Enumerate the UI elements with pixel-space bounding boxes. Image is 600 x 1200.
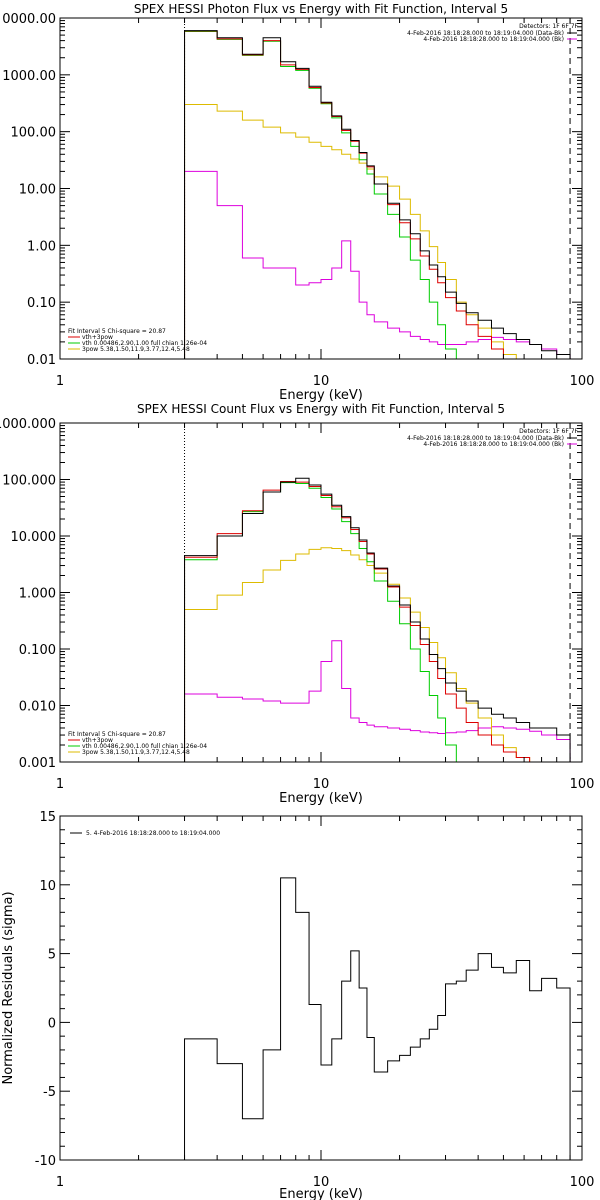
y-tick-label: 0000.00 bbox=[2, 12, 56, 27]
legend-fit-header: Fit Interval 5 Chi-square = 20.87 bbox=[68, 731, 166, 738]
legend-fit-header: Fit Interval 5 Chi-square = 20.87 bbox=[68, 328, 166, 335]
x-tick-label: 10 bbox=[313, 374, 330, 389]
x-axis-label: Energy (keV) bbox=[279, 388, 363, 403]
y-tick-label: 15 bbox=[39, 810, 56, 825]
y-tick-label: 0.01 bbox=[27, 353, 56, 368]
y-tick-label: 1.00 bbox=[27, 239, 56, 254]
x-axis-label: Energy (keV) bbox=[279, 791, 363, 806]
plot-frame bbox=[59, 815, 583, 1161]
y-tick-label: -10 bbox=[35, 1154, 56, 1169]
chart-panel-1: SPEX HESSI Photon Flux vs Energy with Fi… bbox=[2, 2, 594, 403]
x-tick-label: 1 bbox=[56, 374, 64, 389]
legend-interval-label: 4-Feb-2016 18:18:28.000 to 18:19:04.000 … bbox=[423, 36, 564, 43]
legend-component-label: vth+3pow bbox=[82, 334, 113, 341]
legend-component-label: vth 0.00486,2.90,1.00 full chian 1.26e-0… bbox=[82, 340, 207, 347]
series-3pow bbox=[184, 104, 517, 359]
chart-panel-2: SPEX HESSI Count Flux vs Energy with Fit… bbox=[0, 402, 594, 806]
y-tick-label: 1000.000 bbox=[0, 417, 56, 432]
legend-detectors: Detectors: 1F 6F 7F bbox=[519, 23, 578, 30]
plot-frame bbox=[59, 17, 583, 360]
y-tick-label: 0.010 bbox=[19, 700, 56, 715]
y-tick-label: 0 bbox=[48, 1016, 56, 1031]
y-tick-label: 0.001 bbox=[19, 756, 56, 771]
series-bk bbox=[184, 640, 571, 762]
x-tick-label: 1 bbox=[56, 1175, 64, 1190]
series-data-bk bbox=[184, 477, 571, 762]
y-tick-label: 10.000 bbox=[11, 530, 57, 545]
y-tick-label: 0.100 bbox=[19, 643, 56, 658]
legend-detectors: Detectors: 1F 6F 7F bbox=[519, 428, 578, 435]
y-tick-label: 100.00 bbox=[11, 126, 57, 141]
chart-panel-3: 1 10 100 Energy (keV) -10 -5 0 5 10 15 Normalized … bbox=[1, 810, 594, 1200]
legend-component-label: vth 0.00486,2.90,1.00 full chian 1.26e-0… bbox=[82, 743, 207, 750]
legend-interval-label: 4-Feb-2016 18:18:28.000 to 18:19:04.000 … bbox=[423, 441, 564, 448]
chart-title: SPEX HESSI Count Flux vs Energy with Fit… bbox=[137, 402, 505, 416]
legend-component-label: 3pow 5.38,1.50,11.9,3.77,12.4,5.48 bbox=[82, 346, 190, 353]
x-tick-label: 100 bbox=[570, 374, 595, 389]
x-tick-label: 100 bbox=[570, 1175, 595, 1190]
plot-frame bbox=[59, 422, 583, 763]
legend-component-label: 3pow 5.38,1.50,11.9,3.77,12.4,5.48 bbox=[82, 749, 190, 756]
series-3pow bbox=[184, 547, 531, 762]
series-vth-3pow bbox=[184, 30, 517, 359]
y-tick-label: 5 bbox=[48, 948, 56, 963]
y-axis-label: Normalized Residuals (sigma) bbox=[1, 891, 16, 1084]
legend-component-label: vth+3pow bbox=[82, 737, 113, 744]
series-group bbox=[184, 477, 571, 762]
y-tick-label: 1.000 bbox=[19, 587, 56, 602]
series-group bbox=[184, 30, 571, 359]
y-tick-label: 0.10 bbox=[27, 296, 56, 311]
legend-interval-label: 4-Feb-2016 18:18:28.000 to 18:19:04.000 … bbox=[407, 30, 564, 37]
x-tick-label: 10 bbox=[313, 777, 330, 792]
series-data-bk bbox=[184, 30, 571, 359]
legend-residual-label: 5. 4-Feb-2016 18:18:28.000 to 18:19:04.0… bbox=[86, 830, 220, 837]
x-tick-label: 10 bbox=[313, 1175, 330, 1190]
chart-title: SPEX HESSI Photon Flux vs Energy with Fi… bbox=[134, 2, 508, 16]
series-group bbox=[184, 877, 571, 1160]
y-tick-label: 1000.00 bbox=[2, 69, 56, 84]
series-residuals bbox=[184, 877, 571, 1160]
series-bk bbox=[184, 170, 571, 359]
y-tick-label: 10 bbox=[39, 879, 56, 894]
y-tick-label: 10.00 bbox=[19, 183, 56, 198]
y-tick-label: 100.000 bbox=[2, 474, 56, 489]
legend-interval-label: 4-Feb-2016 18:18:28.000 to 18:19:04.000 … bbox=[407, 435, 564, 442]
series-vth bbox=[184, 30, 457, 359]
x-tick-label: 100 bbox=[570, 777, 595, 792]
x-axis-label: Energy (keV) bbox=[279, 1187, 363, 1200]
x-tick-label: 1 bbox=[56, 777, 64, 792]
y-tick-label: -5 bbox=[43, 1085, 56, 1100]
